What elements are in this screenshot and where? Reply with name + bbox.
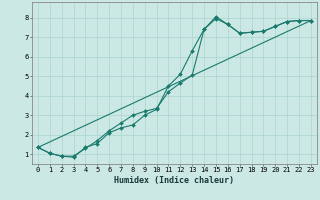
X-axis label: Humidex (Indice chaleur): Humidex (Indice chaleur) bbox=[115, 176, 234, 185]
